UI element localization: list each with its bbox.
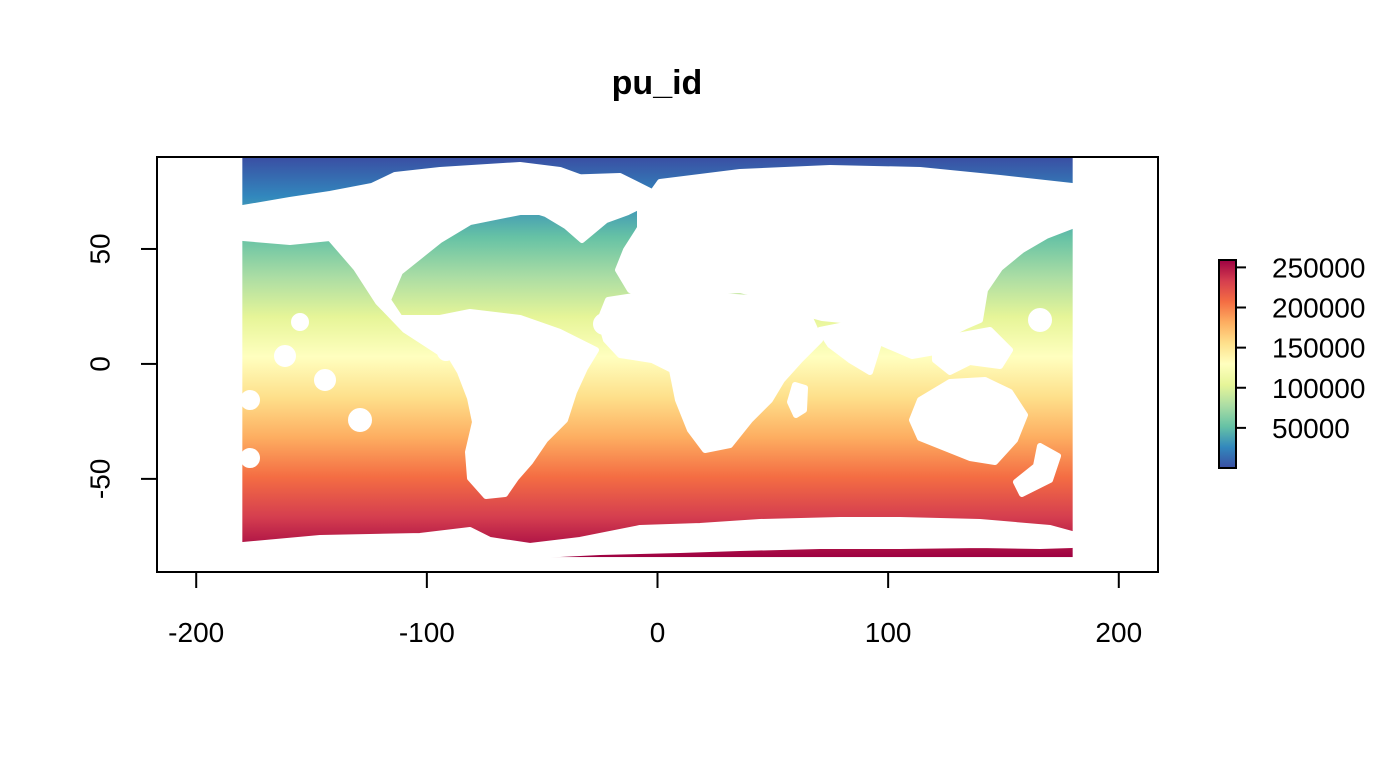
landmass-africa: [597, 289, 823, 453]
land-mask: [240, 162, 1075, 563]
landmass-southeast-asia: [932, 327, 1013, 375]
landmass-marquesas: [274, 345, 296, 367]
x-tick-label: -200: [168, 617, 224, 648]
y-tick-label: 50: [84, 233, 115, 264]
y-axis: -50 0 50: [84, 233, 158, 499]
colorbar: [1218, 259, 1237, 469]
legend-tick-label: 50000: [1272, 413, 1350, 444]
landmass-galapagos: [437, 343, 455, 361]
landmass-pacific-isles: [314, 369, 336, 391]
landmass-australia: [909, 377, 1028, 465]
landmass-south-america: [437, 309, 599, 499]
x-axis: -200 -100 0 100 200: [168, 571, 1142, 648]
map-area: [240, 157, 1075, 563]
chart-title: pu_id: [612, 64, 703, 102]
landmass-japan: [1028, 308, 1052, 332]
x-tick-label: 0: [650, 617, 666, 648]
landmass-iceland: [640, 196, 660, 216]
x-tick-label: 200: [1095, 617, 1142, 648]
landmass-north-america: [240, 162, 613, 359]
y-tick-label: -50: [84, 459, 115, 499]
landmass-new-zealand: [1013, 443, 1061, 497]
landmass-eurasia: [615, 165, 1075, 359]
landmass-polynesia: [348, 408, 372, 432]
landmass-kermadec: [240, 448, 260, 468]
legend-tick-label: 200000: [1272, 293, 1365, 324]
landmass-madagascar: [787, 382, 808, 418]
landmass-hawaii: [291, 313, 309, 331]
legend-tick-label: 100000: [1272, 373, 1365, 404]
landmass-azores: [593, 313, 615, 335]
x-tick-label: -100: [399, 617, 455, 648]
colorbar-legend: 50000 100000 150000 200000 250000: [1218, 252, 1365, 469]
landmass-india: [817, 319, 883, 375]
colorbar-ticks: 50000 100000 150000 200000 250000: [1236, 252, 1365, 444]
landmass-samoa: [240, 390, 260, 410]
landmass-greenland: [497, 173, 663, 243]
landmass-antarctica: [240, 517, 1075, 563]
x-tick-label: 100: [865, 617, 912, 648]
legend-tick-label: 150000: [1272, 333, 1365, 364]
y-tick-label: 0: [84, 356, 115, 372]
legend-tick-label: 250000: [1272, 252, 1365, 283]
